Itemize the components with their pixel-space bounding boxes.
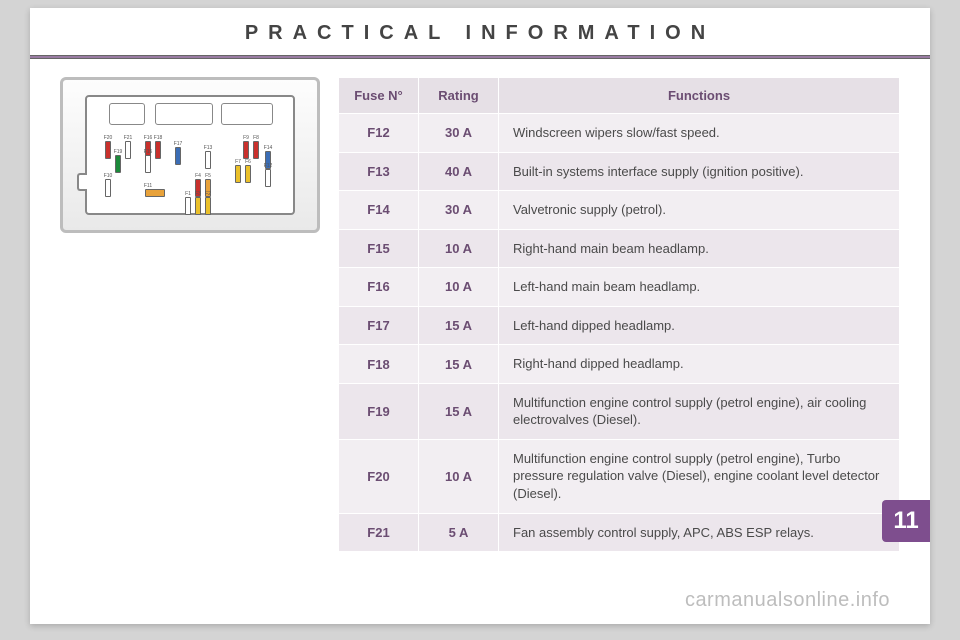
fuse-f12 bbox=[265, 169, 271, 187]
fuse-label: F21 bbox=[124, 135, 133, 141]
cell-rating: 15 A bbox=[419, 383, 499, 439]
fuse-f1 bbox=[185, 197, 191, 215]
table-row: F2010 AMultifunction engine control supp… bbox=[339, 439, 900, 513]
fuse-label: F17 bbox=[174, 141, 183, 147]
table-row: F1610 ALeft-hand main beam headlamp. bbox=[339, 268, 900, 307]
table-header-row: Fuse N° Rating Functions bbox=[339, 78, 900, 114]
table-row: F1340 ABuilt-in systems interface supply… bbox=[339, 152, 900, 191]
cell-function: Left-hand dipped headlamp. bbox=[499, 306, 900, 345]
fuse-table: Fuse N° Rating Functions F1230 AWindscre… bbox=[338, 77, 900, 552]
fuse-label: F6 bbox=[245, 159, 251, 165]
fuse-label: F10 bbox=[104, 173, 113, 179]
fuse-label: F8 bbox=[253, 135, 259, 141]
fuse-label: F9 bbox=[243, 135, 249, 141]
cell-fuse: F21 bbox=[339, 513, 419, 552]
fuse-f15 bbox=[145, 155, 151, 173]
cell-function: Windscreen wipers slow/fast speed. bbox=[499, 114, 900, 153]
fuse-label: F5 bbox=[205, 173, 211, 179]
fuse-label: F11 bbox=[144, 183, 152, 189]
fuse-f20 bbox=[105, 141, 111, 159]
watermark: carmanualsonline.info bbox=[685, 589, 890, 612]
fuse-label: F1 bbox=[185, 191, 191, 197]
fuse-label: F4 bbox=[195, 173, 201, 179]
cell-function: Valvetronic supply (petrol). bbox=[499, 191, 900, 230]
fuse-f3 bbox=[195, 197, 201, 215]
cell-rating: 10 A bbox=[419, 229, 499, 268]
cell-function: Left-hand main beam headlamp. bbox=[499, 268, 900, 307]
fuse-f11 bbox=[145, 189, 165, 197]
fuse-f21 bbox=[125, 141, 131, 159]
cell-fuse: F16 bbox=[339, 268, 419, 307]
fuse-label: F7 bbox=[235, 159, 241, 165]
fuse-label: F16 bbox=[144, 135, 153, 141]
table-row: F1815 ARight-hand dipped headlamp. bbox=[339, 345, 900, 384]
fuse-f18 bbox=[155, 141, 161, 159]
fuse-f17 bbox=[175, 147, 181, 165]
fuse-label: F15 bbox=[144, 149, 153, 155]
relay-slot bbox=[221, 103, 273, 125]
cell-rating: 15 A bbox=[419, 345, 499, 384]
fuse-label: F2 bbox=[205, 191, 211, 197]
cell-fuse: F20 bbox=[339, 439, 419, 513]
cell-fuse: F14 bbox=[339, 191, 419, 230]
cell-function: Fan assembly control supply, APC, ABS ES… bbox=[499, 513, 900, 552]
cell-rating: 10 A bbox=[419, 268, 499, 307]
fuse-label: F20 bbox=[104, 135, 113, 141]
fuse-f8 bbox=[253, 141, 259, 159]
table-row: F1430 AValvetronic supply (petrol). bbox=[339, 191, 900, 230]
fuse-f6 bbox=[245, 165, 251, 183]
fuse-label: F13 bbox=[204, 145, 213, 151]
cell-rating: 5 A bbox=[419, 513, 499, 552]
fuse-f13 bbox=[205, 151, 211, 169]
relay-slot bbox=[109, 103, 145, 125]
cell-function: Right-hand dipped headlamp. bbox=[499, 345, 900, 384]
fuse-label: F3 bbox=[195, 191, 201, 197]
table-row: F215 AFan assembly control supply, APC, … bbox=[339, 513, 900, 552]
cell-fuse: F15 bbox=[339, 229, 419, 268]
chapter-tab: 11 bbox=[882, 500, 930, 542]
fusebox-notch bbox=[77, 173, 87, 191]
table-row: F1915 AMultifunction engine control supp… bbox=[339, 383, 900, 439]
cell-rating: 30 A bbox=[419, 191, 499, 230]
cell-rating: 15 A bbox=[419, 306, 499, 345]
cell-function: Multifunction engine control supply (pet… bbox=[499, 439, 900, 513]
cell-function: Multifunction engine control supply (pet… bbox=[499, 383, 900, 439]
fuse-label: F18 bbox=[154, 135, 163, 141]
cell-fuse: F13 bbox=[339, 152, 419, 191]
page: PRACTICAL INFORMATION F20F21F19F16F18F15… bbox=[30, 8, 930, 624]
cell-fuse: F12 bbox=[339, 114, 419, 153]
fuse-label: F14 bbox=[264, 145, 273, 151]
cell-fuse: F19 bbox=[339, 383, 419, 439]
fuse-f7 bbox=[235, 165, 241, 183]
cell-function: Built-in systems interface supply (ignit… bbox=[499, 152, 900, 191]
fuse-f19 bbox=[115, 155, 121, 173]
table-row: F1510 ARight-hand main beam headlamp. bbox=[339, 229, 900, 268]
col-rating: Rating bbox=[419, 78, 499, 114]
cell-fuse: F17 bbox=[339, 306, 419, 345]
fuse-f9 bbox=[243, 141, 249, 159]
cell-rating: 10 A bbox=[419, 439, 499, 513]
cell-rating: 40 A bbox=[419, 152, 499, 191]
cell-fuse: F18 bbox=[339, 345, 419, 384]
fuse-f10 bbox=[105, 179, 111, 197]
fusebox: F20 F21 F19 F16F18 F15 F17 F13 F9 F8 F14 F7 F6 F12 F1… bbox=[85, 95, 295, 215]
col-fuse: Fuse N° bbox=[339, 78, 419, 114]
fuse-label: F12 bbox=[264, 163, 273, 169]
table-row: F1230 AWindscreen wipers slow/fast speed… bbox=[339, 114, 900, 153]
page-title: PRACTICAL INFORMATION bbox=[30, 22, 930, 45]
fuse-f2 bbox=[205, 197, 211, 215]
col-functions: Functions bbox=[499, 78, 900, 114]
content-row: F20F21F19F16F18F15F17F13F9F8F14F7F6F12F1… bbox=[30, 59, 930, 552]
cell-function: Right-hand main beam headlamp. bbox=[499, 229, 900, 268]
fusebox-diagram: F20 F21 F19 F16F18 F15 F17 F13 F9 F8 F14 F7 F6 F12 F1… bbox=[60, 77, 320, 233]
table-row: F1715 ALeft-hand dipped headlamp. bbox=[339, 306, 900, 345]
fuse-label: F19 bbox=[114, 149, 123, 155]
chapter-number: 11 bbox=[893, 507, 918, 535]
cell-rating: 30 A bbox=[419, 114, 499, 153]
relay-slot bbox=[155, 103, 213, 125]
